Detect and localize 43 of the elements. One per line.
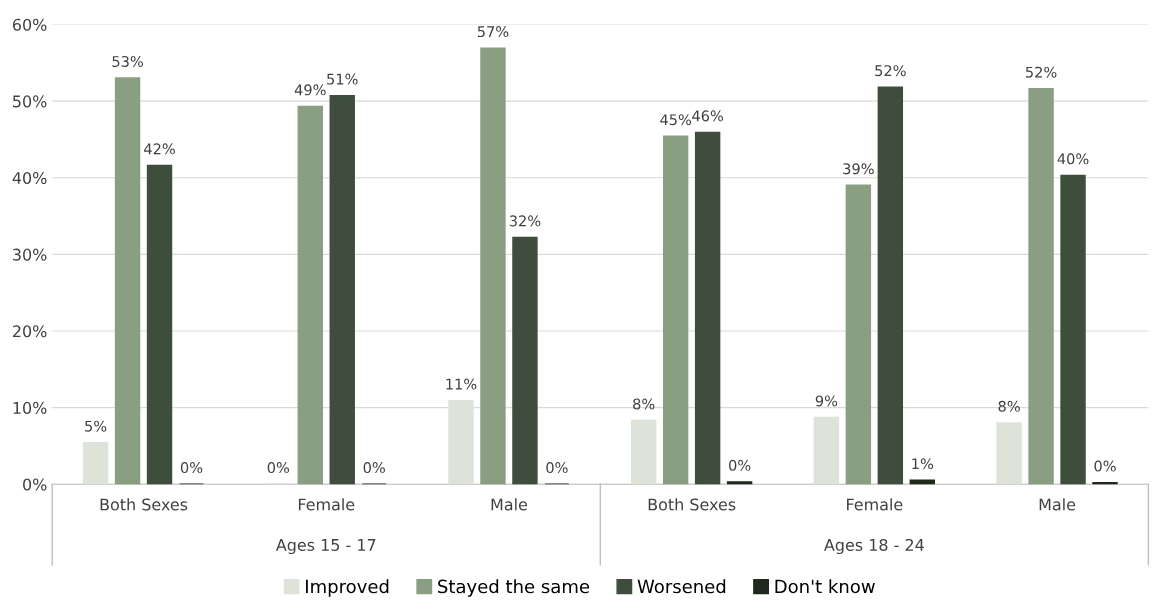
text: Ages 15 - 17: [275, 539, 376, 555]
x-tick-label: Both Sexes: [648, 498, 736, 511]
data-label: 51%: [327, 73, 358, 85]
data-label: 0%: [363, 462, 385, 474]
data-label: 49%: [294, 84, 326, 96]
data-label: 53%: [112, 55, 143, 67]
y-tick-label: 20%: [13, 325, 47, 338]
data-label: 52%: [1025, 66, 1057, 78]
data-label: 0%: [1094, 460, 1116, 472]
data-label: 52%: [875, 65, 906, 77]
data-label: 0%: [546, 462, 568, 474]
data-label: 42%: [144, 143, 175, 155]
text: Ages 18 - 24: [824, 538, 924, 555]
legend-label: Worsened: [637, 579, 726, 594]
data-label: 11%: [446, 378, 477, 390]
data-label: 45%: [660, 114, 692, 126]
y-tick-label: 30%: [13, 248, 47, 261]
x-tick-label: Both Sexes: [100, 498, 188, 511]
data-label: 0%: [267, 462, 290, 474]
x-tick-label: Female: [298, 498, 355, 511]
data-label: 5%: [85, 420, 107, 432]
data-label: 39%: [843, 163, 874, 175]
y-tick-label: 60%: [12, 18, 47, 31]
y-tick-label: 50%: [13, 95, 47, 108]
data-label: 8%: [633, 398, 655, 410]
data-label: 57%: [477, 26, 509, 38]
data-label: 9%: [815, 395, 838, 407]
data-label: 1%: [912, 458, 934, 470]
x-tick-label: Male: [1039, 498, 1076, 511]
x-tick-label: Male: [491, 498, 528, 511]
data-label: 40%: [1057, 153, 1089, 165]
y-tick-label: 10%: [13, 401, 47, 414]
data-label: 46%: [692, 110, 724, 122]
y-tick-label: 0%: [23, 478, 47, 491]
legend-label: Improved: [306, 579, 389, 597]
data-label: 0%: [180, 462, 203, 474]
data-label: 8%: [998, 400, 1020, 412]
legend-label: Don't know: [775, 579, 875, 594]
legend-label: Stayed the same: [438, 579, 590, 597]
x-tick-label: Female: [847, 498, 903, 511]
data-label: 0%: [729, 459, 751, 471]
data-label: 32%: [509, 215, 541, 227]
y-tick-label: 40%: [12, 171, 47, 185]
